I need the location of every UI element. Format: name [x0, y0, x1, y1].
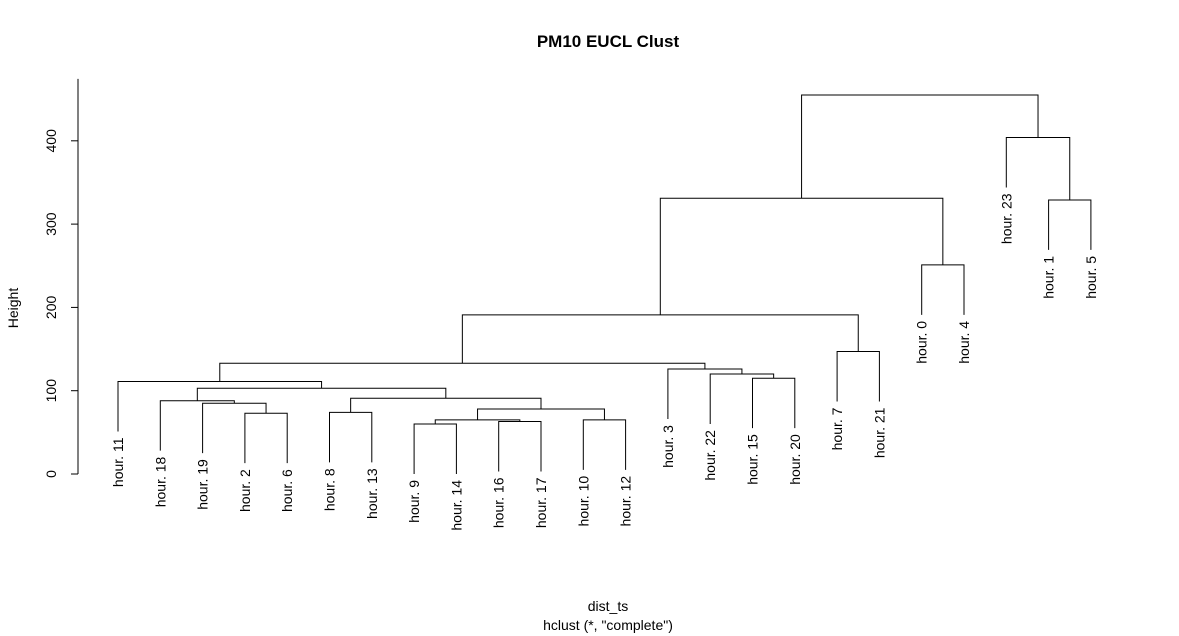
leaf-label: hour. 7: [829, 407, 845, 450]
dendrogram-links: [117, 94, 1092, 474]
leaf-label: hour. 11: [110, 437, 126, 487]
merge-link: [582, 419, 627, 470]
merge-link: [350, 397, 542, 413]
leaf-label: hour. 10: [575, 476, 591, 527]
merge-link: [159, 400, 235, 451]
y-axis-label: Height: [5, 288, 21, 329]
leaf-label: hour. 0: [914, 321, 930, 364]
leaf-labels: hour. 11 hour. 18 hour. 19 hour. 2 hour. 6 ho…: [110, 193, 1099, 530]
chart-title: PM10 EUCL Clust: [537, 32, 680, 51]
merge-link: [1048, 199, 1092, 250]
leaf-label: hour. 5: [1083, 256, 1099, 299]
leaf-label: hour. 16: [491, 477, 507, 528]
y-tick-label: 300: [43, 212, 59, 236]
leaf-label: hour. 15: [745, 434, 761, 485]
merge-link: [1005, 136, 1071, 200]
y-tick-label: 400: [43, 129, 59, 153]
leaf-label: hour. 8: [322, 468, 338, 511]
merge-link: [329, 411, 373, 463]
merge-link: [117, 381, 323, 432]
leaf-label: hour. 18: [152, 456, 168, 507]
x-axis-label: dist_ts: [588, 598, 628, 614]
leaf-label: hour. 22: [702, 430, 718, 481]
merge-link: [244, 412, 288, 464]
leaf-label: hour. 21: [871, 407, 887, 458]
y-axis: 0 100 200 300 400: [43, 78, 79, 478]
merge-link: [498, 421, 542, 472]
merge-link: [477, 408, 605, 420]
leaf-label: hour. 20: [787, 434, 803, 485]
leaf-label: hour. 13: [364, 468, 380, 519]
leaf-label: hour. 23: [998, 193, 1014, 244]
leaf-label: hour. 14: [448, 480, 464, 531]
merge-link: [921, 264, 965, 315]
leaf-label: hour. 19: [195, 459, 211, 510]
x-axis-sublabel: hclust (*, "complete"): [543, 617, 673, 633]
merge-link: [196, 387, 447, 401]
merge-link: [461, 314, 859, 364]
merge-link: [659, 197, 944, 315]
y-tick-label: 200: [43, 296, 59, 320]
merge-link: [413, 423, 457, 474]
merge-link: [801, 94, 1039, 199]
merge-link: [752, 377, 796, 429]
y-tick-label: 0: [43, 470, 59, 478]
merge-link: [202, 402, 267, 454]
y-tick-label: 100: [43, 379, 59, 403]
merge-link: [709, 373, 775, 425]
leaf-label: hour. 2: [237, 469, 253, 512]
merge-link: [219, 362, 706, 382]
merge-link: [836, 351, 880, 402]
leaf-label: hour. 1: [1041, 256, 1057, 299]
leaf-label: hour. 3: [660, 425, 676, 468]
leaf-label: hour. 17: [533, 477, 549, 528]
merge-link: [667, 368, 743, 420]
leaf-label: hour. 12: [618, 476, 634, 527]
leaf-label: hour. 6: [279, 469, 295, 512]
leaf-label: hour. 4: [956, 321, 972, 364]
leaf-label: hour. 9: [406, 480, 422, 523]
